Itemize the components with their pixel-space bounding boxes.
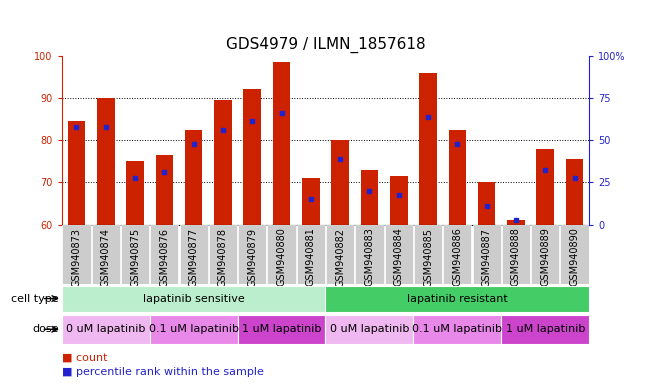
Text: GSM940881: GSM940881 bbox=[306, 228, 316, 286]
Text: GSM940884: GSM940884 bbox=[394, 228, 404, 286]
Text: GSM940877: GSM940877 bbox=[189, 228, 199, 287]
Bar bbox=[361, 170, 378, 225]
Text: lapatinib sensitive: lapatinib sensitive bbox=[143, 293, 245, 304]
Text: lapatinib resistant: lapatinib resistant bbox=[407, 293, 508, 304]
Bar bbox=[355, 225, 383, 284]
Bar bbox=[97, 98, 115, 225]
Text: 0 uM lapatinib: 0 uM lapatinib bbox=[66, 324, 145, 334]
Text: GSM940876: GSM940876 bbox=[159, 228, 169, 286]
Text: GSM940888: GSM940888 bbox=[511, 228, 521, 286]
Text: GSM940874: GSM940874 bbox=[101, 228, 111, 286]
Bar bbox=[390, 176, 408, 225]
Text: cell type: cell type bbox=[11, 293, 59, 304]
Text: GSM940885: GSM940885 bbox=[423, 228, 433, 286]
Text: 0 uM lapatinib: 0 uM lapatinib bbox=[330, 324, 409, 334]
Bar bbox=[443, 225, 471, 284]
Bar bbox=[62, 225, 90, 284]
Bar bbox=[62, 286, 326, 311]
Bar bbox=[449, 130, 466, 225]
Text: 0.1 uM lapatinib: 0.1 uM lapatinib bbox=[412, 324, 503, 334]
Bar bbox=[180, 225, 208, 284]
Bar bbox=[507, 220, 525, 225]
Bar bbox=[126, 161, 144, 225]
Text: GSM940873: GSM940873 bbox=[72, 228, 81, 286]
Bar bbox=[326, 314, 413, 344]
Text: ■ count: ■ count bbox=[62, 353, 107, 363]
Text: 1 uM lapatinib: 1 uM lapatinib bbox=[242, 324, 321, 334]
Bar bbox=[150, 225, 178, 284]
Text: 1 uM lapatinib: 1 uM lapatinib bbox=[506, 324, 585, 334]
Bar bbox=[473, 225, 501, 284]
Bar bbox=[121, 225, 149, 284]
Bar bbox=[156, 155, 173, 225]
Text: dose: dose bbox=[32, 324, 59, 334]
Text: GSM940880: GSM940880 bbox=[277, 228, 286, 286]
Bar bbox=[302, 178, 320, 225]
Text: GSM940890: GSM940890 bbox=[570, 228, 579, 286]
Bar bbox=[273, 62, 290, 225]
Bar bbox=[150, 314, 238, 344]
Bar bbox=[536, 149, 554, 225]
Text: GSM940887: GSM940887 bbox=[482, 228, 492, 286]
Bar bbox=[326, 225, 354, 284]
Bar bbox=[413, 314, 501, 344]
Bar bbox=[209, 225, 237, 284]
Text: GSM940879: GSM940879 bbox=[247, 228, 257, 286]
Bar bbox=[214, 100, 232, 225]
Bar bbox=[531, 225, 559, 284]
Text: 0.1 uM lapatinib: 0.1 uM lapatinib bbox=[148, 324, 239, 334]
Bar bbox=[185, 130, 202, 225]
Title: GDS4979 / ILMN_1857618: GDS4979 / ILMN_1857618 bbox=[226, 37, 425, 53]
Text: GSM940882: GSM940882 bbox=[335, 228, 345, 286]
Bar bbox=[68, 121, 85, 225]
Bar bbox=[268, 225, 296, 284]
Bar bbox=[566, 159, 583, 225]
Text: ■ percentile rank within the sample: ■ percentile rank within the sample bbox=[62, 366, 264, 377]
Bar bbox=[419, 73, 437, 225]
Bar bbox=[92, 225, 120, 284]
Bar bbox=[501, 314, 589, 344]
Bar bbox=[238, 314, 326, 344]
Bar bbox=[561, 225, 589, 284]
Bar bbox=[62, 314, 150, 344]
Bar bbox=[243, 89, 261, 225]
Bar bbox=[414, 225, 442, 284]
Bar bbox=[478, 182, 495, 225]
Bar bbox=[297, 225, 325, 284]
Text: GSM940878: GSM940878 bbox=[218, 228, 228, 286]
Bar bbox=[326, 286, 589, 311]
Bar bbox=[238, 225, 266, 284]
Bar bbox=[385, 225, 413, 284]
Bar bbox=[502, 225, 530, 284]
Text: GSM940883: GSM940883 bbox=[365, 228, 374, 286]
Text: GSM940889: GSM940889 bbox=[540, 228, 550, 286]
Bar bbox=[331, 140, 349, 225]
Text: GSM940875: GSM940875 bbox=[130, 228, 140, 287]
Text: GSM940886: GSM940886 bbox=[452, 228, 462, 286]
